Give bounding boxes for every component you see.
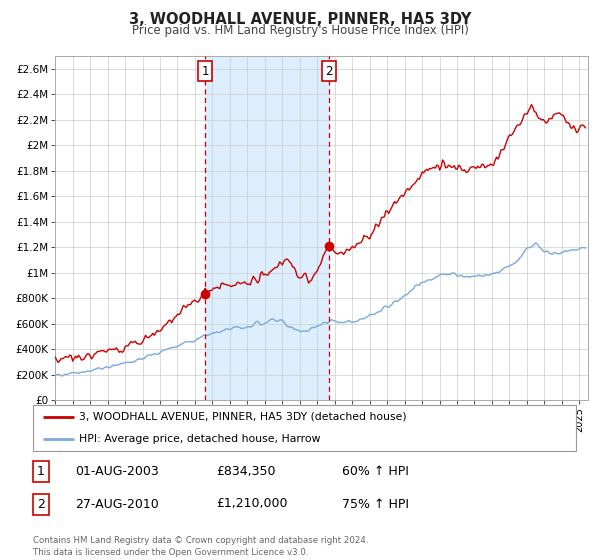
Text: 3, WOODHALL AVENUE, PINNER, HA5 3DY (detached house): 3, WOODHALL AVENUE, PINNER, HA5 3DY (det…: [79, 412, 407, 422]
Text: 2: 2: [325, 64, 332, 78]
Text: 01-AUG-2003: 01-AUG-2003: [75, 465, 159, 478]
Text: £834,350: £834,350: [216, 465, 275, 478]
Text: 60% ↑ HPI: 60% ↑ HPI: [342, 465, 409, 478]
Text: Price paid vs. HM Land Registry's House Price Index (HPI): Price paid vs. HM Land Registry's House …: [131, 24, 469, 36]
Text: 3, WOODHALL AVENUE, PINNER, HA5 3DY: 3, WOODHALL AVENUE, PINNER, HA5 3DY: [129, 12, 471, 27]
Text: 27-AUG-2010: 27-AUG-2010: [75, 497, 159, 511]
Bar: [205, 56, 329, 400]
Text: Contains HM Land Registry data © Crown copyright and database right 2024.
This d: Contains HM Land Registry data © Crown c…: [33, 536, 368, 557]
Text: HPI: Average price, detached house, Harrow: HPI: Average price, detached house, Harr…: [79, 434, 320, 444]
Text: 1: 1: [202, 64, 209, 78]
Text: 2: 2: [37, 497, 45, 511]
Text: 75% ↑ HPI: 75% ↑ HPI: [342, 497, 409, 511]
Text: £1,210,000: £1,210,000: [216, 497, 287, 511]
Text: 1: 1: [37, 465, 45, 478]
